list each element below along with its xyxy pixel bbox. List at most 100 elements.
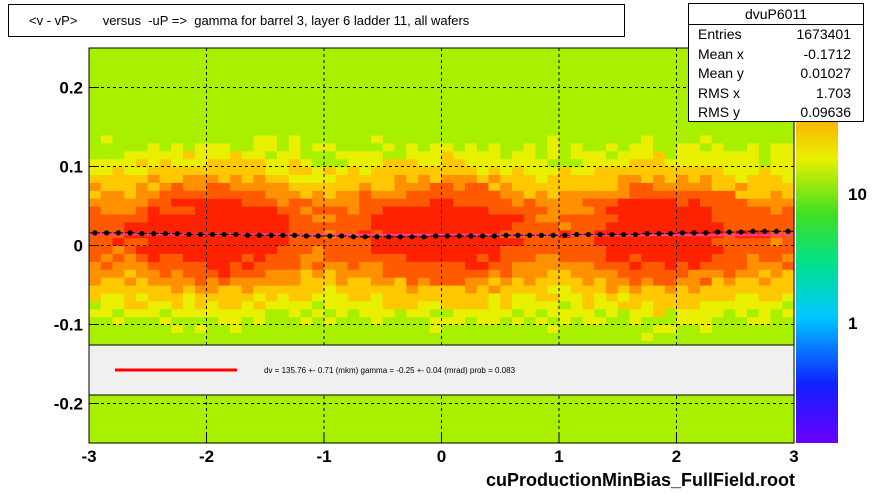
heatmap-cell — [512, 253, 525, 262]
heatmap-cell — [288, 127, 302, 136]
heatmap-cell — [124, 48, 137, 57]
heatmap-cell — [371, 71, 384, 81]
heatmap-cell — [300, 403, 313, 412]
heatmap-cell — [124, 332, 137, 341]
heatmap-cell — [512, 435, 525, 444]
heatmap-cell — [359, 285, 372, 294]
heatmap-cell — [500, 324, 513, 333]
heatmap-cell — [300, 48, 313, 57]
heatmap-cell — [335, 213, 349, 223]
heatmap-cell — [735, 324, 748, 333]
heatmap-cell — [617, 395, 631, 405]
heatmap-cell — [547, 324, 560, 333]
heatmap-cell — [112, 435, 125, 444]
heatmap-cell — [194, 182, 208, 191]
heatmap-cell — [230, 166, 243, 175]
heatmap-cell — [747, 411, 760, 420]
heatmap-cell — [664, 221, 678, 231]
heatmap-cell — [347, 261, 360, 270]
heatmap-cell — [194, 174, 208, 183]
heatmap-cell — [265, 134, 278, 144]
heatmap-cell — [547, 79, 560, 89]
heatmap-cell — [218, 261, 231, 270]
heatmap-cell — [594, 419, 607, 428]
heatmap-cell — [688, 332, 701, 341]
heatmap-cell — [523, 150, 537, 160]
heatmap-cell — [476, 261, 490, 270]
heatmap-cell — [100, 48, 114, 57]
heatmap-cell — [277, 55, 290, 65]
heatmap-cell — [535, 261, 548, 270]
heatmap-cell — [230, 403, 243, 412]
heatmap-cell — [183, 316, 196, 326]
heatmap-cell — [382, 277, 396, 286]
heatmap-cell — [241, 174, 255, 183]
heatmap-cell — [735, 403, 748, 412]
heatmap-cell — [488, 103, 501, 112]
heatmap-cell — [653, 395, 666, 405]
axes: -3 -2 -1 0 1 2 3-0.2-0.100.10.2 — [54, 79, 799, 467]
heatmap-cell — [664, 48, 678, 57]
heatmap-cell — [653, 174, 666, 183]
heatmap-cell — [147, 142, 161, 152]
heatmap-cell — [441, 411, 454, 420]
heatmap-cell — [723, 403, 736, 412]
heatmap-cell — [112, 395, 125, 405]
heatmap-cell — [288, 277, 302, 286]
heatmap-cell — [206, 395, 219, 405]
heatmap-cell — [394, 95, 407, 104]
heatmap-cell — [288, 166, 302, 175]
heatmap-cell — [288, 95, 302, 104]
heatmap-cell — [324, 48, 337, 57]
heatmap-cell — [570, 95, 584, 104]
heatmap-cell — [770, 427, 783, 436]
heatmap-cell — [453, 292, 466, 302]
heatmap-cell — [676, 142, 689, 152]
heatmap-cell — [488, 269, 501, 278]
heatmap-cell — [218, 111, 231, 120]
heatmap-cell — [453, 332, 466, 341]
heatmap-cell — [300, 324, 313, 333]
heatmap-cell — [488, 213, 501, 223]
heatmap-cell — [371, 245, 384, 254]
heatmap-cell — [288, 403, 302, 412]
heatmap-cell — [253, 79, 266, 89]
heatmap-cell — [629, 419, 642, 428]
heatmap-cell — [324, 79, 337, 89]
heatmap-cell — [770, 213, 783, 223]
heatmap-cell — [171, 95, 184, 104]
heatmap-cell — [312, 166, 325, 175]
heatmap-cell — [112, 55, 125, 65]
heatmap-cell — [429, 411, 443, 420]
heatmap-cell — [559, 71, 572, 81]
heatmap-cell — [688, 190, 701, 199]
heatmap-cell — [453, 316, 466, 326]
heatmap-cell — [429, 87, 443, 96]
fit-line — [88, 233, 795, 237]
heatmap-cell — [371, 63, 384, 73]
heatmap-cell — [335, 316, 349, 326]
heatmap-cell — [300, 332, 313, 341]
heatmap-cell — [371, 158, 384, 168]
heatmap-cell — [406, 221, 419, 231]
heatmap-cell — [253, 198, 266, 207]
heatmap-cell — [159, 308, 172, 318]
heatmap-cell — [312, 237, 325, 247]
heatmap-cell — [147, 87, 161, 96]
heatmap-cell — [265, 150, 278, 160]
heatmap-cell — [136, 182, 149, 191]
stats-value: 1.703 — [815, 84, 851, 101]
heatmap-cell — [758, 166, 772, 175]
heatmap-cell — [100, 395, 114, 405]
heatmap-cell — [124, 166, 137, 175]
heatmap-cell — [582, 292, 595, 302]
heatmap-cell — [277, 403, 290, 412]
heatmap-cell — [676, 245, 689, 254]
heatmap-cell — [347, 213, 360, 223]
heatmap-cell — [347, 127, 360, 136]
heatmap-cell — [547, 395, 560, 405]
heatmap-cell — [582, 48, 595, 57]
heatmap-cell — [582, 119, 595, 128]
heatmap-cell — [735, 134, 748, 144]
heatmap-cell — [594, 427, 607, 436]
